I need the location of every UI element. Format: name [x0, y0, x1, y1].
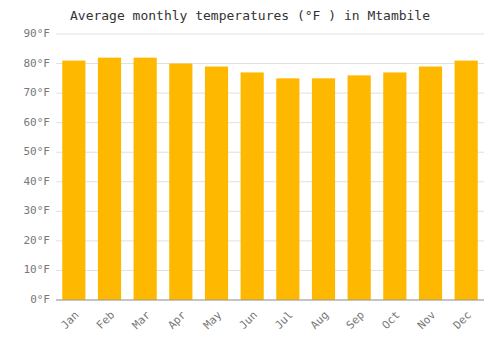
- bar: [383, 72, 406, 300]
- bar: [169, 64, 192, 300]
- y-tick-label: 60°F: [24, 116, 51, 129]
- y-tick-label: 0°F: [30, 293, 50, 306]
- y-tick-label: 40°F: [24, 175, 51, 188]
- grid-line: [56, 300, 484, 301]
- x-tick-label: Nov: [415, 308, 439, 332]
- x-tick-label: Feb: [94, 309, 117, 332]
- y-tick-label: 70°F: [24, 86, 51, 99]
- page: {"chart_data": {"type": "bar", "title": …: [0, 0, 500, 350]
- bar: [348, 75, 371, 300]
- y-tick-label: 10°F: [24, 263, 51, 276]
- y-axis: 0°F 10°F 20°F 30°F 40°F 50°F 60°F 70°F 80°F 90°F: [24, 27, 51, 306]
- x-tick-label: Jul: [272, 309, 295, 332]
- chart-container: Average monthly temperatures (°F ) in Mt…: [0, 0, 500, 350]
- x-tick-label: Sep: [344, 309, 367, 332]
- bar: [205, 67, 228, 300]
- x-tick-label: Jun: [237, 309, 260, 332]
- grid-line: [56, 34, 484, 35]
- bar: [241, 72, 264, 300]
- bar: [98, 58, 121, 300]
- x-tick-label: May: [201, 308, 225, 332]
- bar: [276, 78, 299, 300]
- bar: [455, 61, 478, 300]
- x-tick-label: Oct: [379, 309, 402, 332]
- y-tick-label: 30°F: [24, 204, 51, 217]
- x-tick-label: Aug: [308, 309, 331, 332]
- bars: [62, 58, 478, 300]
- y-tick-label: 80°F: [24, 57, 51, 70]
- chart-svg: Average monthly temperatures (°F ) in Mt…: [0, 0, 500, 350]
- y-tick-label: 20°F: [24, 234, 51, 247]
- bar: [62, 61, 85, 300]
- y-tick-label: 90°F: [24, 27, 51, 40]
- bar: [419, 67, 442, 300]
- grid: [56, 34, 484, 300]
- x-tick-label: Jan: [58, 309, 81, 332]
- x-axis: Jan Feb Mar Apr May Jun Jul Aug Sep Oct Nov Dec: [58, 308, 474, 332]
- x-axis-line: [56, 300, 484, 301]
- bar: [312, 78, 335, 300]
- x-tick-label: Dec: [451, 309, 474, 332]
- x-tick-label: Mar: [130, 308, 154, 332]
- bar: [134, 58, 157, 300]
- x-tick-label: Apr: [165, 308, 189, 332]
- y-tick-label: 50°F: [24, 145, 51, 158]
- title: Average monthly temperatures (°F ) in Mt…: [70, 8, 430, 23]
